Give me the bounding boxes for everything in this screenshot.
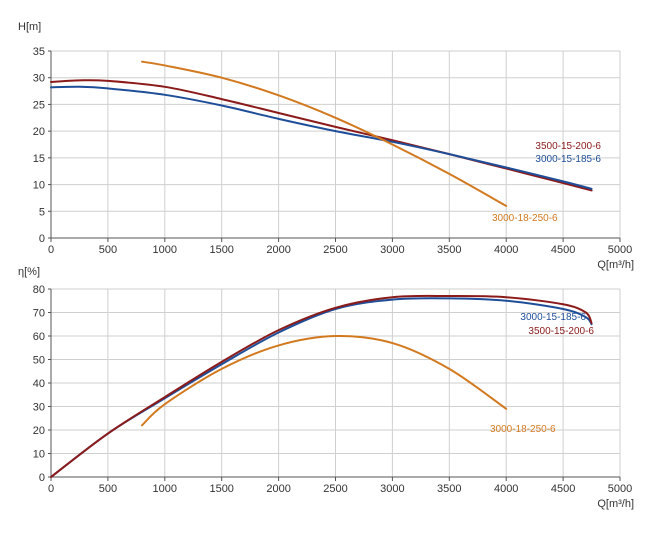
head-series-line-3500-15-200-6 xyxy=(50,79,593,192)
head-y-axis-label: H[m] xyxy=(18,21,41,33)
efficiency-x-axis-label: Q[m³/h] xyxy=(597,498,634,510)
head-series-label-3000-18-250-6: 3000-18-250-6 xyxy=(492,213,558,224)
efficiency-y-tick-label: 50 xyxy=(33,355,45,367)
head-y-tick-label: 15 xyxy=(33,153,45,165)
head-series-label-3000-15-185-6: 3000-15-185-6 xyxy=(535,154,601,165)
efficiency-series-line-3500-15-200-6 xyxy=(50,294,593,478)
head-y-tick-label: 10 xyxy=(33,180,45,192)
head-y-tick-label: 0 xyxy=(39,233,45,245)
efficiency-x-tick-label: 2000 xyxy=(266,483,290,495)
efficiency-x-tick-label: 4000 xyxy=(494,483,518,495)
efficiency-y-tick-label: 70 xyxy=(33,308,45,320)
head-x-tick-label: 4000 xyxy=(494,244,518,256)
efficiency-x-tick-label: 0 xyxy=(48,483,54,495)
efficiency-series-label-3000-18-250-6: 3000-18-250-6 xyxy=(490,424,556,435)
efficiency-y-tick-label: 60 xyxy=(33,331,45,343)
head-x-tick-label: 2000 xyxy=(266,244,290,256)
efficiency-y-axis-label: η[%] xyxy=(18,266,40,278)
efficiency-y-tick-label: 10 xyxy=(33,449,45,461)
efficiency-x-tick-label: 500 xyxy=(99,483,117,495)
efficiency-y-tick-label: 20 xyxy=(33,425,45,437)
efficiency-x-tick-label: 5000 xyxy=(608,483,632,495)
head-x-tick-label: 1500 xyxy=(209,244,233,256)
head-y-tick-label: 5 xyxy=(39,206,45,218)
efficiency-x-tick-label: 2500 xyxy=(323,483,347,495)
efficiency-series-label-3000-15-185-6: 3000-15-185-6 xyxy=(520,312,586,323)
efficiency-x-tick-label: 3500 xyxy=(437,483,461,495)
efficiency-series-line-3000-18-250-6 xyxy=(141,334,508,427)
efficiency-x-tick-label: 3000 xyxy=(380,483,404,495)
head-x-tick-label: 0 xyxy=(48,244,54,256)
efficiency-y-tick-label: 40 xyxy=(33,378,45,390)
head-series-line-3000-15-185-6 xyxy=(50,85,593,190)
head-series-line-3000-18-250-6 xyxy=(141,60,508,207)
efficiency-y-tick-label: 80 xyxy=(33,284,45,296)
efficiency-y-tick-label: 0 xyxy=(39,472,45,484)
efficiency-series-label-3500-15-200-6: 3500-15-200-6 xyxy=(528,326,594,337)
head-x-tick-label: 1000 xyxy=(153,244,177,256)
head-y-tick-label: 25 xyxy=(33,99,45,111)
head-x-tick-label: 4500 xyxy=(551,244,575,256)
efficiency-series-line-3000-15-185-6 xyxy=(50,297,593,478)
head-x-axis-label: Q[m³/h] xyxy=(597,259,634,271)
head-y-tick-label: 30 xyxy=(33,73,45,85)
head-y-tick-label: 20 xyxy=(33,126,45,138)
head-x-tick-label: 5000 xyxy=(608,244,632,256)
head-x-tick-label: 3500 xyxy=(437,244,461,256)
head-x-tick-label: 3000 xyxy=(380,244,404,256)
efficiency-y-tick-label: 30 xyxy=(33,402,45,414)
head-y-tick-label: 35 xyxy=(33,46,45,58)
head-x-tick-label: 2500 xyxy=(323,244,347,256)
head-series-label-3500-15-200-6: 3500-15-200-6 xyxy=(535,141,601,152)
efficiency-x-tick-label: 4500 xyxy=(551,483,575,495)
efficiency-x-tick-label: 1000 xyxy=(153,483,177,495)
efficiency-x-tick-label: 1500 xyxy=(209,483,233,495)
head-x-tick-label: 500 xyxy=(99,244,117,256)
